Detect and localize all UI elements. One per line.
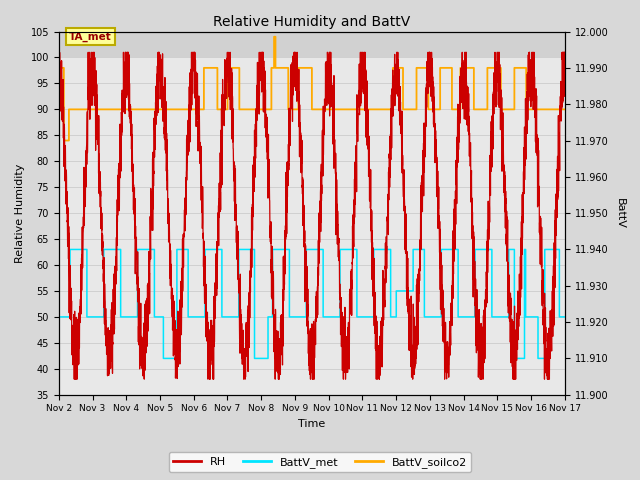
Title: Relative Humidity and BattV: Relative Humidity and BattV [213,15,410,29]
Text: TA_met: TA_met [69,31,111,42]
Bar [59,32,565,58]
Legend: RH, BattV_met, BattV_soilco2: RH, BattV_met, BattV_soilco2 [169,452,471,472]
Y-axis label: Relative Humidity: Relative Humidity [15,164,25,263]
X-axis label: Time: Time [298,419,326,429]
Y-axis label: BattV: BattV [615,198,625,228]
